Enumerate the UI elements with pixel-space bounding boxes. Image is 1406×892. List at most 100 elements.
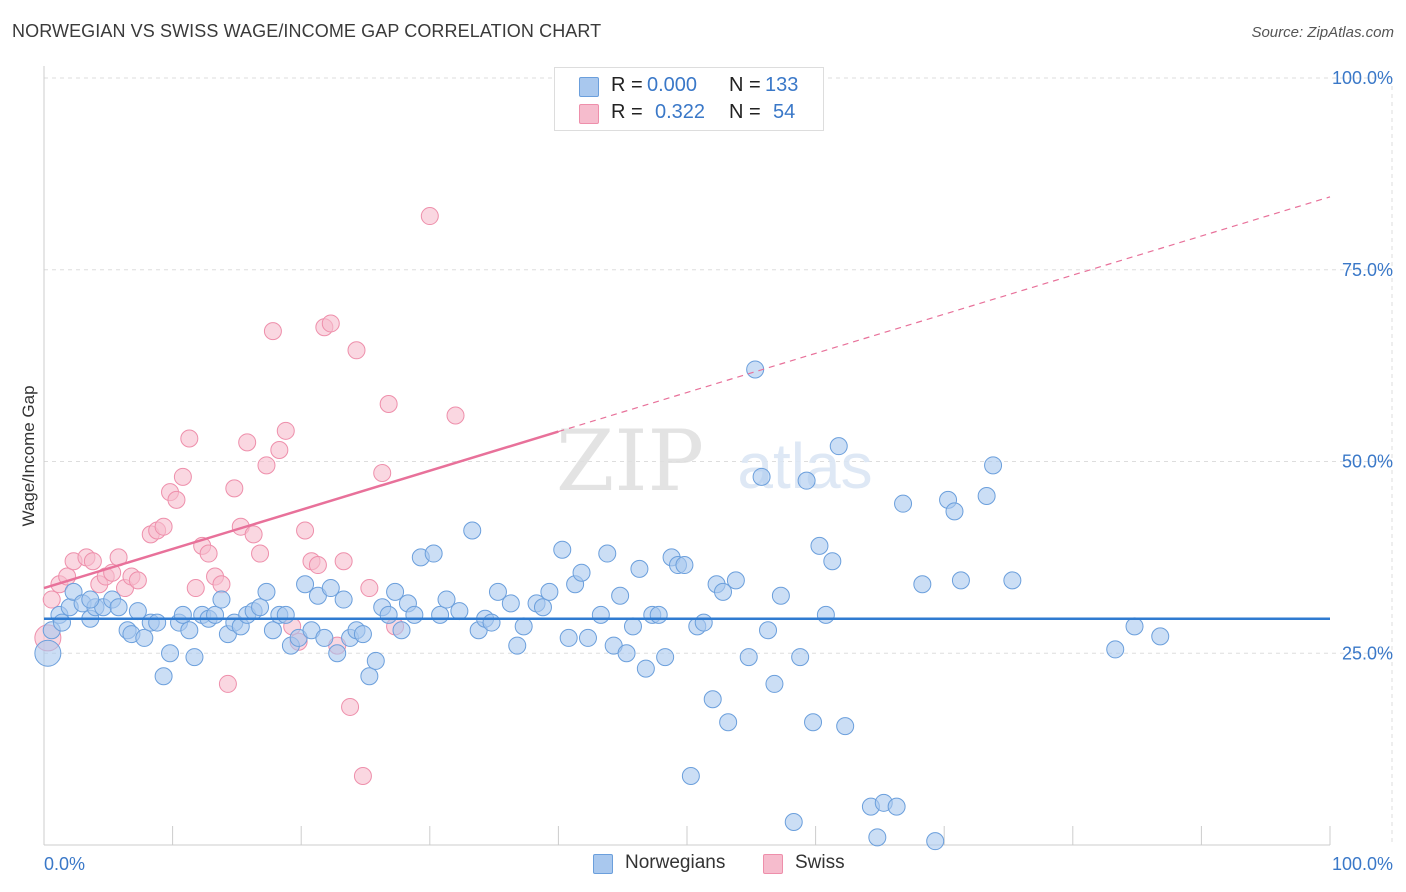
- swiss-point: [360, 579, 379, 598]
- norwegian-point: [328, 644, 347, 663]
- norwegian-point: [257, 582, 276, 601]
- norwegian-point: [353, 625, 372, 644]
- norwegian-point: [804, 713, 823, 732]
- chart-title: NORWEGIAN VS SWISS WAGE/INCOME GAP CORRE…: [12, 21, 602, 41]
- swiss-point: [257, 456, 276, 475]
- swiss-trendline-extension: [558, 196, 1331, 433]
- norwegian-point: [951, 571, 970, 590]
- norwegian-point: [366, 651, 385, 670]
- swiss-point: [420, 207, 439, 226]
- norwegian-point: [185, 648, 204, 667]
- norwegian-point: [829, 437, 848, 456]
- swiss-point: [186, 579, 205, 598]
- norwegian-point: [514, 617, 533, 636]
- norwegian-point: [334, 590, 353, 609]
- swiss-trendline: [43, 430, 559, 590]
- norwegian-point: [726, 571, 745, 590]
- norwegian-point: [148, 613, 167, 632]
- norwegian-point: [379, 605, 398, 624]
- norwegian-point: [533, 598, 552, 617]
- norwegian-point: [173, 605, 192, 624]
- swiss-point: [42, 590, 61, 609]
- norwegian-point: [977, 487, 996, 506]
- legend-swatch-blue: [579, 77, 599, 97]
- bottom-legend-swatch-blue: [593, 854, 613, 874]
- norwegian-point: [463, 521, 482, 540]
- norwegian-point: [797, 471, 816, 490]
- norwegian-point: [1003, 571, 1022, 590]
- norwegian-point: [1106, 640, 1125, 659]
- norwegian-point: [34, 639, 62, 667]
- gridlines: [44, 77, 1393, 845]
- legend-n-label: N =: [729, 74, 761, 96]
- swiss-point: [263, 322, 282, 341]
- norwegian-point: [360, 667, 379, 686]
- norwegian-point: [894, 494, 913, 513]
- legend-r-label: R =: [611, 74, 643, 96]
- norwegian-point: [180, 621, 199, 640]
- norwegian-point: [321, 579, 340, 598]
- norwegian-point: [823, 552, 842, 571]
- norwegian-point: [611, 586, 630, 605]
- norwegian-point: [649, 605, 668, 624]
- norwegian-point: [681, 766, 700, 785]
- norwegian-point: [719, 713, 738, 732]
- norwegian-point: [656, 648, 675, 667]
- watermark-atlas: atlas: [737, 430, 872, 502]
- y-tick-label: 75.0%: [1342, 260, 1393, 280]
- norwegian-point: [488, 582, 507, 601]
- norwegian-point: [212, 590, 231, 609]
- swiss-point: [334, 552, 353, 571]
- norwegian-point: [868, 828, 887, 847]
- norwegian-point: [694, 613, 713, 632]
- norwegian-point: [759, 621, 778, 640]
- norwegian-point: [386, 582, 405, 601]
- correlation-legend: R = 0.000 N = 133 R = 0.322 N = 54: [554, 67, 824, 131]
- norwegian-point: [887, 797, 906, 816]
- x-tick-label: 0.0%: [44, 854, 85, 874]
- swiss-point: [296, 521, 315, 540]
- norwegian-point: [437, 590, 456, 609]
- norwegian-point: [296, 575, 315, 594]
- norwegian-point: [675, 556, 694, 575]
- norwegian-point: [714, 582, 733, 601]
- legend-r-value: 0.322: [655, 101, 706, 123]
- swiss-point: [199, 544, 218, 563]
- axes: [43, 66, 1331, 846]
- norwegian-point: [315, 628, 334, 647]
- norwegian-point: [945, 502, 964, 521]
- x-tick-labels: 0.0% 100.0%: [44, 854, 1393, 874]
- norwegian-point: [598, 544, 617, 563]
- norwegian-point: [572, 563, 591, 582]
- norwegian-point: [784, 812, 803, 831]
- norwegian-points: [34, 360, 1170, 851]
- norwegian-point: [1151, 627, 1170, 646]
- watermark: ZIP atlas: [556, 412, 873, 510]
- norwegian-point: [135, 628, 154, 647]
- norwegian-point: [501, 594, 520, 613]
- y-axis-label: Wage/Income Gap: [19, 385, 38, 526]
- norwegian-point: [636, 659, 655, 678]
- y-tick-label: 25.0%: [1342, 643, 1393, 663]
- swiss-point: [218, 674, 237, 693]
- norwegian-point: [623, 617, 642, 636]
- norwegian-point: [739, 648, 758, 667]
- swiss-point: [308, 556, 327, 575]
- norwegian-point: [765, 674, 784, 693]
- swiss-point: [225, 479, 244, 498]
- norwegian-point: [816, 605, 835, 624]
- source-label: Source: ZipAtlas.com: [1251, 24, 1394, 41]
- norwegian-point: [251, 598, 270, 617]
- y-tick-label: 100.0%: [1332, 68, 1393, 88]
- norwegian-point: [926, 832, 945, 851]
- norwegian-point: [703, 690, 722, 709]
- norwegian-point: [482, 613, 501, 632]
- bottom-legend-swatch-pink: [763, 854, 783, 874]
- norwegian-point: [617, 644, 636, 663]
- norwegian-point: [1125, 617, 1144, 636]
- norwegian-point: [431, 605, 450, 624]
- norwegian-point: [836, 717, 855, 736]
- y-tick-label: 50.0%: [1342, 452, 1393, 472]
- norwegian-point: [206, 605, 225, 624]
